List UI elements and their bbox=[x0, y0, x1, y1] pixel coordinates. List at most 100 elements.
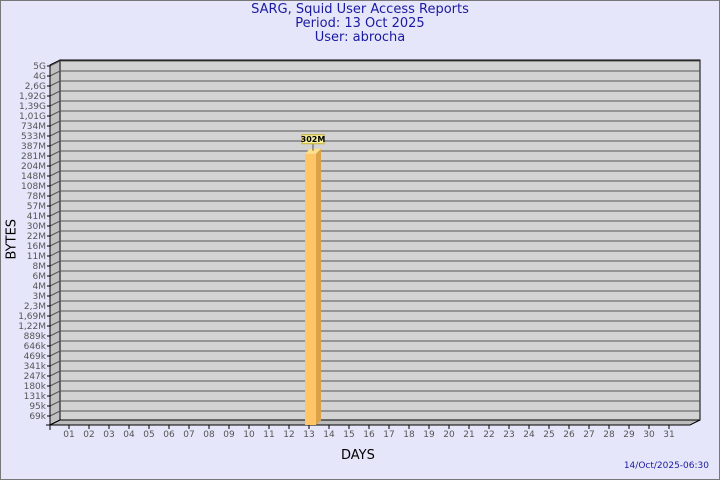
y-tick-label: 1,92G bbox=[19, 92, 46, 102]
gridline-side bbox=[49, 240, 61, 247]
gridline-side bbox=[49, 200, 61, 207]
x-tick-label: 31 bbox=[663, 430, 674, 440]
gridline-side bbox=[49, 130, 61, 137]
gridline-side bbox=[49, 340, 61, 347]
x-tick-label: 14 bbox=[323, 430, 335, 440]
y-tick-label: 469k bbox=[24, 352, 47, 362]
y-tick-label: 533M bbox=[21, 132, 46, 142]
y-tick-label: 204M bbox=[21, 162, 46, 172]
y-tick-label: 3M bbox=[33, 292, 47, 302]
y-tick-label: 646k bbox=[24, 342, 47, 352]
x-tick-label: 07 bbox=[183, 430, 194, 440]
gridline-side bbox=[49, 120, 61, 127]
gridline-side bbox=[49, 300, 61, 307]
y-tick-label: 1,69M bbox=[18, 312, 46, 322]
gridline-side bbox=[49, 140, 61, 147]
chart-title: SARG, Squid User Access Reports bbox=[251, 2, 469, 17]
plot-back-wall bbox=[59, 59, 701, 421]
gridline-side bbox=[49, 390, 61, 397]
chart-period: Period: 13 Oct 2025 bbox=[295, 16, 425, 31]
bar bbox=[305, 153, 316, 425]
x-tick-label: 09 bbox=[223, 430, 235, 440]
x-tick-label: 27 bbox=[583, 430, 594, 440]
gridline-side bbox=[49, 260, 61, 267]
x-tick-label: 29 bbox=[623, 430, 635, 440]
gridline-side bbox=[49, 280, 61, 287]
data-label-box bbox=[301, 134, 325, 145]
gridline-side bbox=[49, 250, 61, 257]
gridline-side bbox=[49, 110, 61, 117]
gridline-side bbox=[49, 190, 61, 197]
y-tick-label: 95k bbox=[29, 402, 46, 412]
y-tick-label: 281M bbox=[21, 152, 46, 162]
x-tick-label: 04 bbox=[123, 430, 135, 440]
x-tick-label: 21 bbox=[463, 430, 474, 440]
y-tick-label: 108M bbox=[21, 182, 46, 192]
y-tick-label: 4G bbox=[33, 72, 46, 82]
x-tick-label: 18 bbox=[403, 430, 415, 440]
gridline-side bbox=[49, 400, 61, 407]
y-tick-label: 341k bbox=[24, 362, 47, 372]
gridline-side bbox=[49, 320, 61, 327]
y-tick-label: 5G bbox=[33, 62, 46, 72]
plot-floor bbox=[49, 419, 701, 426]
gridline-side bbox=[49, 160, 61, 167]
gridline-side bbox=[49, 410, 61, 417]
y-tick-label: 41M bbox=[27, 212, 46, 222]
x-tick-label: 30 bbox=[643, 430, 655, 440]
y-tick-label: 69k bbox=[29, 412, 46, 422]
y-tick-label: 1,22M bbox=[18, 322, 46, 332]
x-tick-label: 08 bbox=[203, 430, 215, 440]
y-tick-label: 889k bbox=[24, 332, 47, 342]
x-tick-label: 17 bbox=[383, 430, 394, 440]
gridline-side bbox=[49, 220, 61, 227]
y-tick-label: 78M bbox=[27, 192, 46, 202]
gridline-side bbox=[49, 60, 61, 67]
gridline-side bbox=[49, 270, 61, 277]
gridline-side bbox=[49, 180, 61, 187]
gridline-side bbox=[49, 150, 61, 157]
y-tick-label: 131k bbox=[24, 392, 47, 402]
gridline-side bbox=[49, 350, 61, 357]
y-tick-label: 22M bbox=[27, 232, 46, 242]
x-tick-label: 24 bbox=[523, 430, 535, 440]
x-tick-label: 15 bbox=[343, 430, 354, 440]
y-tick-label: 2,6G bbox=[25, 82, 46, 92]
gridline-side bbox=[49, 290, 61, 297]
gridline-side bbox=[49, 100, 61, 107]
gridline-side bbox=[49, 90, 61, 97]
x-tick-label: 28 bbox=[603, 430, 615, 440]
y-tick-label: 387M bbox=[21, 142, 46, 152]
y-tick-label: 8M bbox=[33, 262, 47, 272]
gridline-side bbox=[49, 330, 61, 337]
x-tick-label: 13 bbox=[303, 430, 314, 440]
y-tick-label: 57M bbox=[27, 202, 46, 212]
y-tick-label: 4M bbox=[33, 282, 47, 292]
x-tick-label: 16 bbox=[363, 430, 375, 440]
y-tick-label: 1,01G bbox=[19, 112, 46, 122]
x-tick-label: 23 bbox=[503, 430, 514, 440]
gridline-side bbox=[49, 370, 61, 377]
gridline-side bbox=[49, 230, 61, 237]
gridline-side bbox=[49, 310, 61, 317]
x-tick-label: 25 bbox=[543, 430, 554, 440]
y-tick-label: 247k bbox=[24, 372, 47, 382]
chart-user: User: abrocha bbox=[314, 30, 406, 45]
y-tick-label: 180k bbox=[24, 382, 47, 392]
x-tick-label: 06 bbox=[163, 430, 175, 440]
y-tick-label: 734M bbox=[21, 122, 46, 132]
gridline-side bbox=[49, 170, 61, 177]
x-tick-label: 11 bbox=[263, 430, 274, 440]
x-tick-label: 20 bbox=[443, 430, 455, 440]
y-tick-label: 148M bbox=[21, 172, 46, 182]
gridline-side bbox=[49, 380, 61, 387]
y-tick-label: 6M bbox=[33, 272, 47, 282]
x-tick-label: 19 bbox=[423, 430, 435, 440]
data-label: 302M bbox=[301, 135, 326, 144]
gridline-side bbox=[49, 80, 61, 87]
y-tick-label: 11M bbox=[27, 252, 46, 262]
x-tick-label: 01 bbox=[63, 430, 74, 440]
y-tick-label: 1,39G bbox=[19, 102, 46, 112]
x-tick-label: 22 bbox=[483, 430, 494, 440]
